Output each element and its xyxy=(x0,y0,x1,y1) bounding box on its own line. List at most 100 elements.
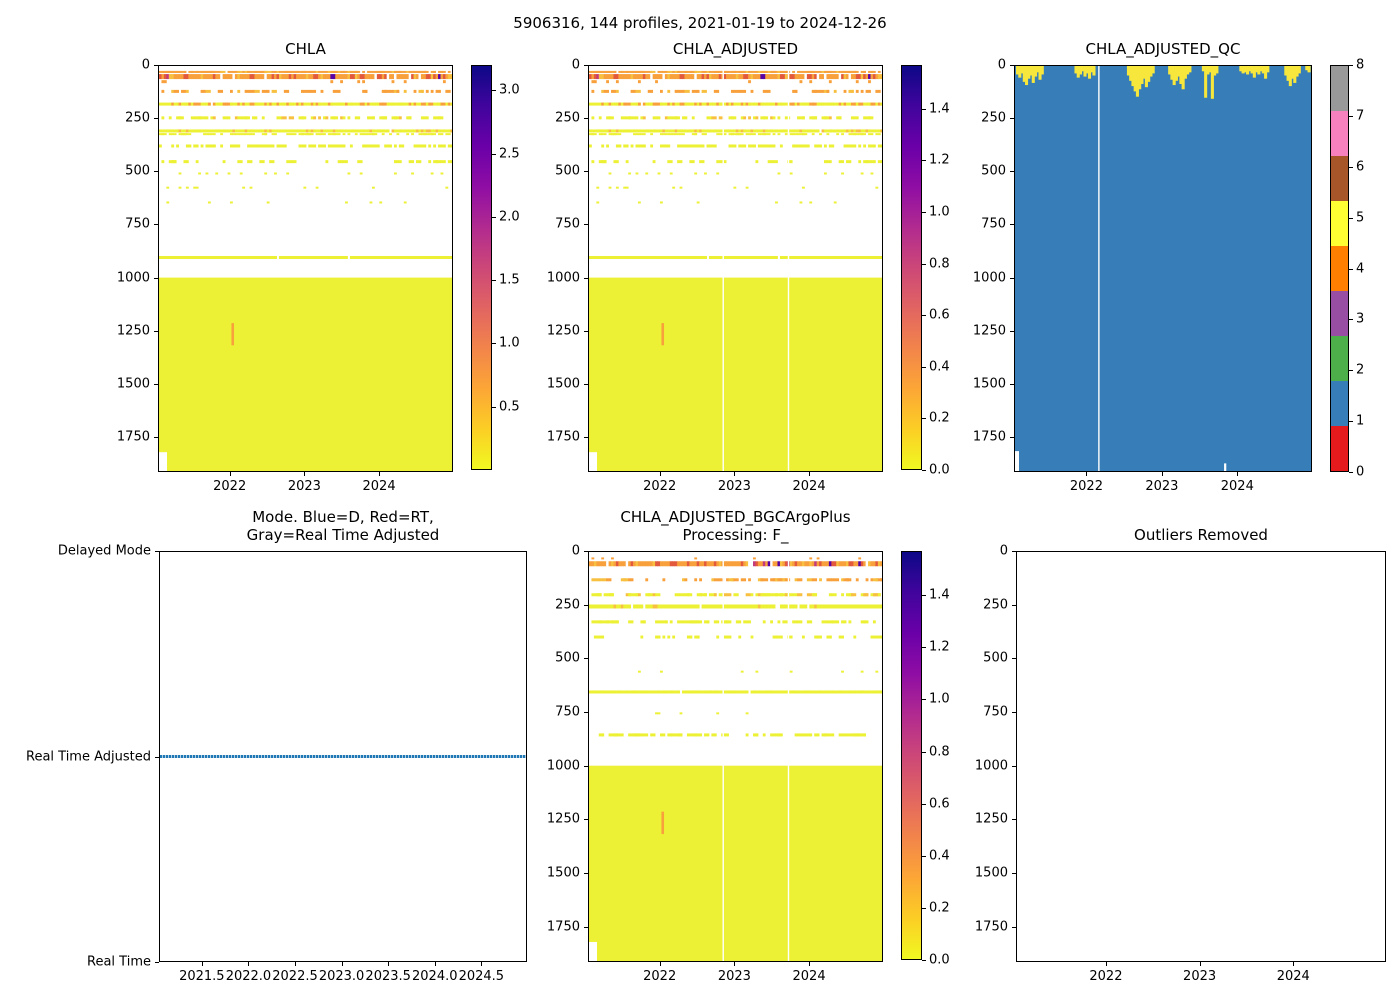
plot-title-bgc: CHLA_ADJUSTED_BGCArgoPlus Processing: F_ xyxy=(620,508,850,544)
cb-tick-label-chla: 2.0 xyxy=(499,209,520,225)
y-tick-label-chla_adjusted_qc: 1750 xyxy=(972,429,1006,445)
figure-title: 5906316, 144 profiles, 2021-01-19 to 202… xyxy=(513,14,887,32)
x-tick-label-mode: 2021.5 xyxy=(179,969,225,984)
y-tick-chla_adjusted_qc xyxy=(1010,383,1014,385)
x-tick-mode xyxy=(248,962,250,966)
y-tick-label-chla_adjusted_qc: 750 xyxy=(981,216,1006,232)
cb-tick-chla_adjusted_qc xyxy=(1349,472,1353,473)
axes-chla_adjusted_qc xyxy=(1014,65,1312,472)
x-tick-label-chla_adjusted: 2024 xyxy=(792,479,826,494)
y-tick-chla_adjusted_qc xyxy=(1010,171,1014,173)
mode-line xyxy=(160,755,526,758)
cb-tick-label-bgc: 0.2 xyxy=(929,900,950,916)
cb-tick-chla_adjusted xyxy=(922,160,926,162)
x-tick-label-mode: 2023.5 xyxy=(365,969,411,984)
x-tick-label-chla_adjusted: 2023 xyxy=(717,479,751,494)
y-tick-outliers xyxy=(1012,819,1016,821)
x-tick-label-chla_adjusted_qc: 2024 xyxy=(1220,479,1254,494)
cb-tick-chla_adjusted xyxy=(922,418,926,420)
y-tick-label-bgc: 250 xyxy=(555,597,580,613)
x-tick-label-mode: 2022.0 xyxy=(225,969,272,984)
plot-title-line: CHLA_ADJUSTED_QC xyxy=(1085,40,1241,58)
x-tick-outliers xyxy=(1199,962,1201,966)
y-tick-outliers xyxy=(1012,712,1016,714)
x-tick-outliers xyxy=(1293,962,1295,966)
cb-tick-label-chla_adjusted: 0.8 xyxy=(929,256,950,272)
axes-outliers xyxy=(1016,551,1386,962)
cb-tick-label-chla_adjusted_qc: 5 xyxy=(1356,210,1365,226)
cb-tick-label-chla: 3.0 xyxy=(499,82,520,98)
y-tick-bgc xyxy=(584,819,588,821)
y-tick-outliers xyxy=(1012,658,1016,660)
cb-tick-label-bgc: 0.6 xyxy=(929,796,950,812)
cb-tick-label-chla_adjusted: 1.2 xyxy=(929,152,950,168)
y-tick-label-chla: 500 xyxy=(125,163,150,179)
y-tick-label-bgc: 750 xyxy=(555,704,580,720)
x-tick-label-chla: 2022 xyxy=(213,479,247,494)
cb-segment-0 xyxy=(1331,426,1348,471)
cb-tick-label-bgc: 0.0 xyxy=(929,952,950,968)
x-tick-chla_adjusted_qc xyxy=(1161,472,1163,476)
y-cat-label-mode: Real Time xyxy=(87,954,151,970)
y-tick-label-bgc: 1000 xyxy=(546,758,580,774)
y-tick-mode xyxy=(155,551,159,552)
cb-tick-label-bgc: 0.4 xyxy=(929,848,950,864)
cb-tick-chla_adjusted xyxy=(922,366,926,368)
cb-tick-bgc xyxy=(922,907,926,909)
y-tick-bgc xyxy=(584,926,588,928)
cb-tick-label-bgc: 1.4 xyxy=(929,587,950,603)
y-tick-chla_adjusted xyxy=(584,383,588,385)
x-tick-label-bgc: 2023 xyxy=(717,969,751,984)
y-tick-label-chla_adjusted: 750 xyxy=(555,216,580,232)
cb-tick-chla xyxy=(492,343,496,345)
y-tick-label-chla: 0 xyxy=(141,57,150,73)
y-tick-label-chla_adjusted_qc: 1000 xyxy=(972,270,1006,286)
x-tick-bgc xyxy=(809,962,811,966)
cb-tick-chla xyxy=(492,90,496,92)
x-tick-label-mode: 2022.5 xyxy=(272,969,318,984)
plot-title-mode: Mode. Blue=D, Red=RT, Gray=Real Time Adju… xyxy=(247,508,440,544)
y-tick-chla_adjusted_qc xyxy=(1010,277,1014,279)
y-tick-bgc xyxy=(584,873,588,875)
cb-tick-label-chla_adjusted: 1.0 xyxy=(929,204,950,220)
x-tick-outliers xyxy=(1105,962,1107,966)
cb-segment-1 xyxy=(1331,381,1348,426)
x-tick-label-outliers: 2023 xyxy=(1183,969,1217,984)
y-tick-chla_adjusted xyxy=(584,437,588,439)
y-tick-label-bgc: 0 xyxy=(571,543,580,559)
y-tick-label-outliers: 1750 xyxy=(974,919,1008,935)
y-tick-mode xyxy=(155,756,159,758)
y-tick-label-outliers: 1250 xyxy=(974,811,1008,827)
cb-tick-chla xyxy=(492,280,496,282)
x-tick-chla_adjusted xyxy=(809,472,811,476)
y-tick-chla xyxy=(154,330,158,332)
cb-tick-bgc xyxy=(922,699,926,701)
plot-title-line: CHLA_ADJUSTED_BGCArgoPlus xyxy=(620,508,851,526)
y-tick-mode xyxy=(155,962,159,963)
y-tick-chla_adjusted_qc xyxy=(1010,118,1014,120)
y-tick-bgc xyxy=(584,765,588,767)
x-tick-label-chla: 2023 xyxy=(287,479,321,494)
cb-tick-label-chla: 1.0 xyxy=(499,335,520,351)
y-tick-label-chla: 750 xyxy=(125,216,150,232)
y-tick-label-chla_adjusted: 0 xyxy=(571,57,580,73)
x-tick-label-mode: 2023.0 xyxy=(318,969,365,984)
cb-tick-bgc xyxy=(922,803,926,805)
y-tick-chla xyxy=(154,171,158,173)
cb-tick-label-chla_adjusted_qc: 3 xyxy=(1356,311,1365,327)
colorbar-chla_adjusted_qc xyxy=(1330,65,1349,472)
x-tick-label-chla_adjusted_qc: 2022 xyxy=(1069,479,1103,494)
y-cat-label-mode: Real Time Adjusted xyxy=(26,749,151,764)
cb-tick-chla_adjusted xyxy=(922,315,926,317)
y-tick-label-outliers: 500 xyxy=(983,650,1008,666)
x-tick-bgc xyxy=(734,962,736,966)
cb-tick-label-chla_adjusted_qc: 0 xyxy=(1356,464,1365,480)
x-tick-mode xyxy=(434,962,436,966)
cb-tick-label-chla_adjusted: 0.0 xyxy=(929,462,950,478)
y-tick-label-chla_adjusted_qc: 500 xyxy=(981,163,1006,179)
cb-tick-label-chla_adjusted: 0.4 xyxy=(929,359,950,375)
y-cat-label-mode: Delayed Mode xyxy=(57,543,151,559)
x-tick-mode xyxy=(481,962,483,966)
cb-tick-label-chla_adjusted: 1.4 xyxy=(929,101,950,117)
y-tick-label-chla: 250 xyxy=(125,110,150,126)
